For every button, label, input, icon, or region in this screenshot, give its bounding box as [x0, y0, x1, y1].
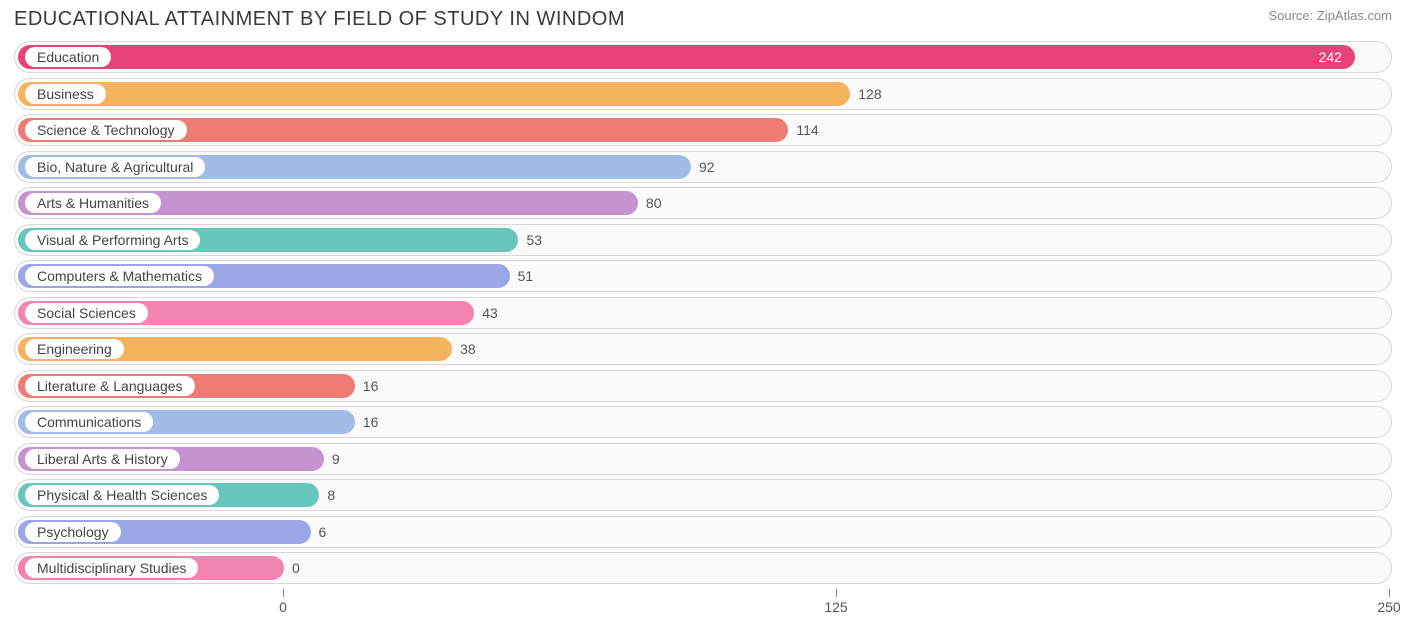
bar-value: 16	[363, 414, 379, 430]
axis-tick-label: 0	[279, 599, 287, 615]
bar-label: Literature & Languages	[25, 376, 195, 396]
bar-value: 114	[796, 122, 818, 138]
chart-title: EDUCATIONAL ATTAINMENT BY FIELD OF STUDY…	[14, 8, 625, 31]
bar-value: 51	[518, 268, 534, 284]
bar-value: 16	[363, 378, 379, 394]
bar-row: Psychology 6	[14, 516, 1392, 548]
bar-value: 43	[482, 305, 498, 321]
bar-label: Bio, Nature & Agricultural	[25, 157, 205, 177]
bar-value: 9	[332, 451, 340, 467]
bar-label: Visual & Performing Arts	[25, 230, 200, 250]
bar-row: Visual & Performing Arts 53	[14, 224, 1392, 256]
chart-source: Source: ZipAtlas.com	[1268, 8, 1392, 23]
axis-tick	[836, 589, 837, 597]
bar-row: Communications 16	[14, 406, 1392, 438]
axis-tick	[1389, 589, 1390, 597]
bar-value: 38	[460, 341, 476, 357]
bar-label: Engineering	[25, 339, 124, 359]
bar-value: 80	[646, 195, 662, 211]
x-axis: 0125250	[14, 589, 1392, 629]
axis-tick-label: 250	[1377, 599, 1400, 615]
bar-value: 242	[1319, 49, 1342, 65]
axis-tick	[283, 589, 284, 597]
bar-value: 8	[327, 487, 335, 503]
bar-row: Multidisciplinary Studies 0	[14, 552, 1392, 584]
bar-row: Social Sciences 43	[14, 297, 1392, 329]
bar-row: Science & Technology 114	[14, 114, 1392, 146]
bar-label: Psychology	[25, 522, 121, 542]
bar-value: 6	[319, 524, 327, 540]
bar-label: Education	[25, 47, 111, 67]
bar-row: Business 128	[14, 78, 1392, 110]
bar-fill	[18, 82, 850, 106]
bar-label: Arts & Humanities	[25, 193, 161, 213]
bar-label: Liberal Arts & History	[25, 449, 180, 469]
chart-area: Education 242 Business 128 Science & Technol…	[0, 37, 1406, 584]
bar-label: Computers & Mathematics	[25, 266, 214, 286]
bar-row: Bio, Nature & Agricultural 92	[14, 151, 1392, 183]
bar-row: Engineering 38	[14, 333, 1392, 365]
bar-row: Arts & Humanities 80	[14, 187, 1392, 219]
bar-value: 128	[858, 86, 881, 102]
bar-label: Physical & Health Sciences	[25, 485, 219, 505]
axis-tick-label: 125	[824, 599, 847, 615]
bar-value: 0	[292, 560, 300, 576]
bar-row: Liberal Arts & History 9	[14, 443, 1392, 475]
bar-fill	[18, 45, 1355, 69]
bar-label: Science & Technology	[25, 120, 187, 140]
bar-row: Education 242	[14, 41, 1392, 73]
chart-header: EDUCATIONAL ATTAINMENT BY FIELD OF STUDY…	[0, 0, 1406, 37]
bar-value: 53	[526, 232, 542, 248]
bar-label: Communications	[25, 412, 153, 432]
bar-label: Multidisciplinary Studies	[25, 558, 198, 578]
bar-row: Computers & Mathematics 51	[14, 260, 1392, 292]
bar-label: Business	[25, 84, 106, 104]
bar-row: Literature & Languages 16	[14, 370, 1392, 402]
bar-label: Social Sciences	[25, 303, 148, 323]
bar-value: 92	[699, 159, 715, 175]
bar-row: Physical & Health Sciences 8	[14, 479, 1392, 511]
